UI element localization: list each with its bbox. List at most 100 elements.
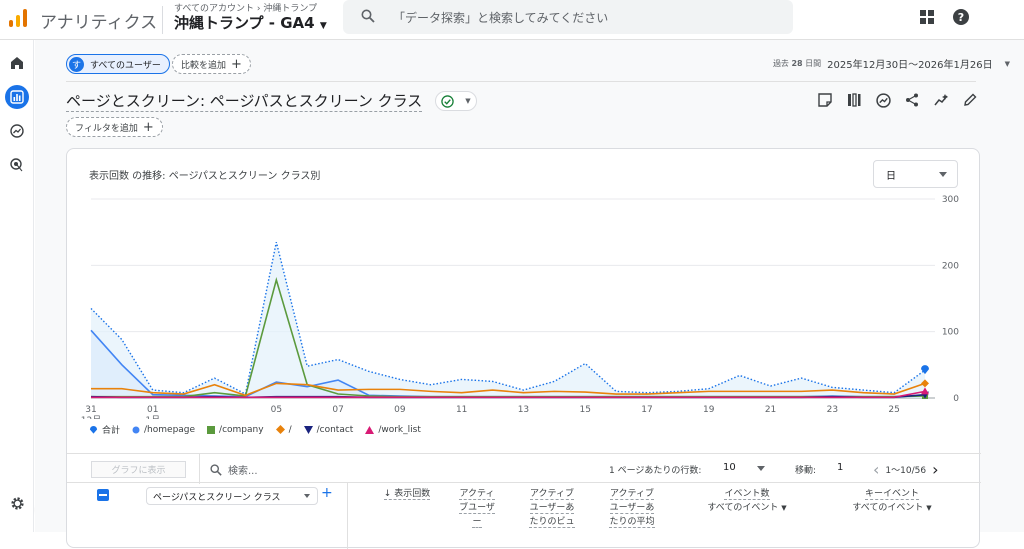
plus-icon: + — [231, 56, 242, 72]
caret-down-icon — [939, 172, 947, 177]
legend-item[interactable]: /homepage — [132, 423, 195, 436]
search-placeholder: 「データ探索」と検索してみてください — [393, 11, 609, 25]
date-range-picker[interactable]: 過去 28 日間 2025年12月30日〜2026年1月26日 ▼ — [773, 56, 1010, 71]
y-tick-label: 200 — [942, 261, 959, 271]
segment-label: すべてのユーザー — [90, 60, 161, 71]
breadcrumb-separator: › — [256, 4, 261, 14]
column-key-events[interactable]: キーイベント すべてのイベント ▼ — [852, 489, 932, 513]
series-end-marker — [921, 387, 929, 395]
advertising-icon[interactable] — [6, 154, 28, 176]
y-tick-label: 300 — [942, 195, 959, 205]
page-range: 1〜10/56 — [885, 466, 927, 476]
plus-icon: + — [142, 119, 154, 135]
segment-avatar: す — [69, 56, 84, 72]
column-avg-engagement[interactable]: アクティブ ユーザーあ たりの平均 — [609, 489, 655, 528]
legend-item[interactable]: /work_list — [365, 423, 421, 436]
reports-icon[interactable] — [5, 85, 29, 109]
search-icon — [361, 9, 375, 23]
legend-label: /company — [219, 424, 264, 435]
legend-item[interactable]: / — [275, 423, 292, 436]
series-end-marker — [921, 365, 929, 375]
top-bar: アナリティクス すべてのアカウント › 沖縄トランプ 沖縄トランプ - GA4 … — [0, 0, 1024, 40]
series-line — [91, 390, 926, 399]
y-tick-label: 0 — [953, 394, 959, 404]
caret-down-icon — [304, 494, 310, 498]
edit-pencil-icon[interactable] — [962, 92, 978, 108]
help-icon[interactable]: ? — [953, 9, 969, 25]
x-tick-label: 1月 — [145, 415, 160, 419]
chart-legend: 合計/homepage/company / /contact/work_list — [89, 423, 421, 436]
column-active-users[interactable]: アクティ ブユーザー — [459, 489, 495, 528]
table-search[interactable]: 検索... — [210, 462, 258, 477]
x-tick-label: 13 — [518, 405, 529, 415]
caret-down-icon: ▼ — [319, 21, 327, 31]
legend-marker-icon — [365, 425, 375, 434]
legend-item[interactable]: /company — [207, 423, 264, 436]
divider — [199, 454, 200, 484]
dimension-value: ページパスとスクリーン クラス — [153, 492, 281, 503]
legend-item[interactable]: /contact — [303, 423, 354, 436]
chart-title: 表示回数 の推移: ページパスとスクリーン クラス別 — [89, 171, 321, 182]
global-search[interactable]: 「データ探索」と検索してみてください — [343, 0, 793, 34]
legend-marker-icon — [207, 425, 216, 434]
analytics-logo-icon[interactable] — [8, 8, 28, 28]
note-icon[interactable] — [817, 92, 833, 108]
breadcrumb-all[interactable]: すべてのアカウント — [174, 4, 255, 14]
next-page-icon[interactable]: › — [932, 460, 939, 479]
caret-down-icon[interactable] — [757, 466, 765, 471]
home-icon[interactable] — [6, 52, 28, 74]
series-line — [91, 382, 926, 397]
legend-item[interactable]: 合計 — [89, 423, 120, 436]
divider — [347, 483, 348, 549]
legend-label: /homepage — [144, 424, 196, 435]
legend-label: 合計 — [102, 426, 121, 436]
report-status-dropdown[interactable]: ▼ — [435, 91, 477, 111]
plot-in-chart-button[interactable]: グラフに表示 — [91, 461, 186, 478]
property-selector[interactable]: 沖縄トランプ - GA4 ▼ — [174, 12, 327, 33]
check-circle-icon — [441, 94, 455, 108]
explore-icon[interactable] — [6, 120, 28, 142]
trend-sparkle-icon[interactable] — [933, 92, 949, 108]
add-comparison-label: 比較を追加 — [181, 60, 227, 71]
date-range-prefix: 過去 28 日間 — [772, 59, 822, 68]
rows-per-page-select[interactable]: 10 — [723, 462, 736, 473]
settings-gear-icon[interactable] — [6, 492, 28, 514]
column-views-per-user[interactable]: アクティブ ユーザーあ たりのビュ — [529, 489, 575, 528]
add-dimension-button[interactable]: + — [321, 485, 333, 501]
x-tick-label: 23 — [827, 405, 838, 415]
prev-page-icon[interactable]: ‹ — [873, 460, 880, 479]
x-tick-label: 07 — [332, 405, 343, 415]
dimension-select[interactable]: ページパスとスクリーン クラス — [146, 487, 318, 505]
caret-down-icon: ▼ — [781, 504, 787, 512]
granularity-dropdown[interactable]: 日 — [873, 160, 958, 188]
caret-down-icon: ▼ — [1004, 59, 1010, 68]
x-tick-label: 12月 — [81, 415, 101, 419]
add-filter-button[interactable]: フィルタを追加 + — [66, 117, 163, 137]
select-all-checkbox[interactable] — [97, 489, 109, 501]
divider — [162, 6, 163, 34]
add-comparison-button[interactable]: 比較を追加 + — [172, 54, 251, 74]
x-tick-label: 01 — [147, 405, 158, 415]
apps-grid-icon[interactable] — [920, 10, 934, 24]
legend-label: /contact — [316, 424, 354, 435]
legend-label: / — [288, 424, 292, 435]
app-title: アナリティクス — [40, 13, 158, 33]
breadcrumb-account[interactable]: 沖縄トランプ — [263, 4, 318, 14]
report-card: 表示回数 の推移: ページパスとスクリーン クラス別 日 300 200 100 0 3… — [66, 148, 981, 549]
table-toolbar: グラフに表示 検索... 1 ページあたりの行数: 10 移動: 1 ‹ 1〜1… — [67, 453, 981, 484]
legend-marker-icon — [89, 425, 98, 435]
segment-chip[interactable]: す すべてのユーザー — [66, 54, 170, 74]
date-range-value: 2025年12月30日〜2026年1月26日 — [827, 60, 993, 71]
insights-icon[interactable] — [875, 92, 891, 108]
share-icon[interactable] — [904, 92, 920, 108]
x-tick-label: 11 — [456, 405, 467, 415]
compare-columns-icon[interactable] — [846, 92, 862, 108]
column-event-count[interactable]: イベント数 すべてのイベント ▼ — [707, 489, 787, 513]
x-tick-label: 25 — [888, 405, 899, 415]
breadcrumb[interactable]: すべてのアカウント › 沖縄トランプ — [174, 1, 317, 14]
series-end-marker — [921, 379, 929, 388]
series-line — [90, 241, 926, 396]
y-tick-label: 100 — [942, 328, 959, 338]
go-to-input[interactable]: 1 — [837, 462, 844, 473]
column-views[interactable]: ↓ 表示回数 — [383, 489, 431, 500]
